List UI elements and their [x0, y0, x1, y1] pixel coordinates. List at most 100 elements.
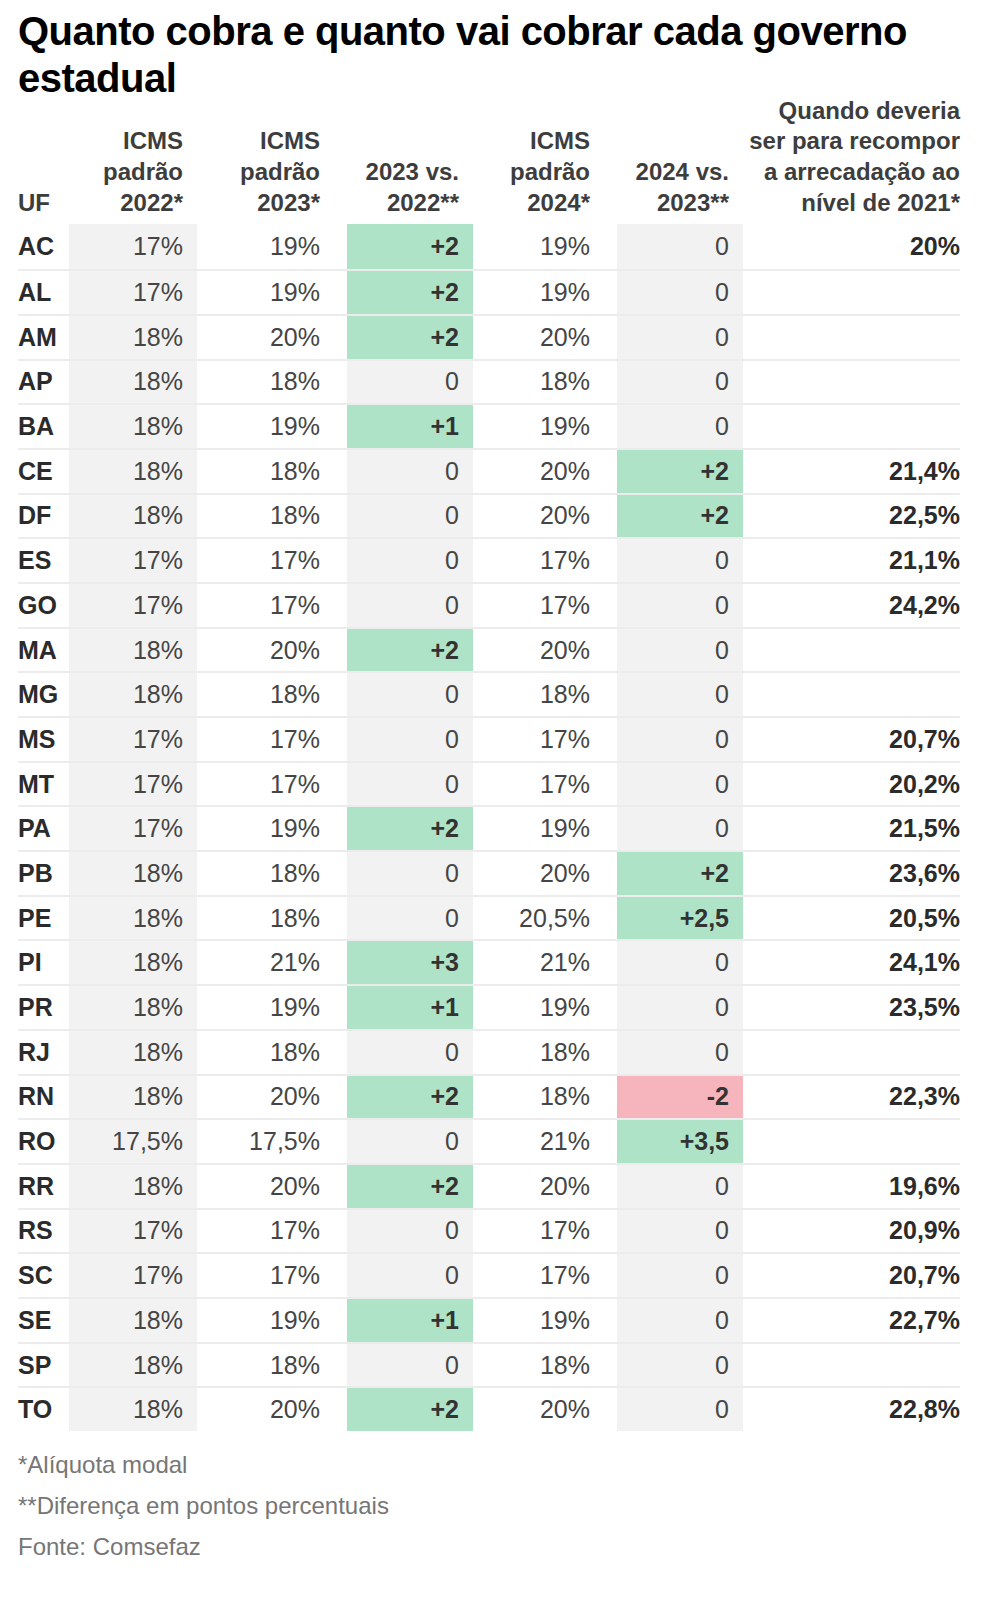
- icms-2024-cell: 20%: [473, 316, 617, 359]
- column-header-diff-2024: 2024 vs. 2023**: [617, 157, 743, 224]
- icms-2023-cell: 18%: [197, 450, 347, 493]
- footnote-aliquota: *Alíquota modal: [18, 1453, 960, 1477]
- icms-2024-cell: 20%: [473, 629, 617, 672]
- uf-cell: GO: [18, 584, 69, 627]
- icms-2024-cell: 19%: [473, 807, 617, 850]
- recompose-cell: 22,5%: [743, 495, 960, 538]
- uf-cell: MT: [18, 763, 69, 806]
- icms-2023-cell: 20%: [197, 316, 347, 359]
- diff-2024-cell: 0: [617, 673, 743, 716]
- table-row: MA18%20%+220%0: [18, 627, 960, 672]
- icms-2022-cell: 17,5%: [69, 1120, 197, 1163]
- uf-cell: CE: [18, 450, 69, 493]
- icms-2024-cell: 20%: [473, 1165, 617, 1208]
- recompose-cell: [743, 271, 960, 314]
- recompose-cell: [743, 1120, 960, 1163]
- diff-2023-cell: 0: [347, 539, 473, 582]
- uf-cell: AP: [18, 361, 69, 404]
- icms-2023-cell: 18%: [197, 495, 347, 538]
- recompose-cell: 23,5%: [743, 986, 960, 1029]
- table-row: SE18%19%+119%022,7%: [18, 1297, 960, 1342]
- diff-2024-cell: +2: [617, 495, 743, 538]
- icms-2023-cell: 20%: [197, 1076, 347, 1119]
- icms-2023-cell: 18%: [197, 361, 347, 404]
- recompose-cell: 20,5%: [743, 897, 960, 940]
- recompose-cell: 22,8%: [743, 1388, 960, 1431]
- table-row: AP18%18%018%0: [18, 359, 960, 404]
- recompose-cell: 24,1%: [743, 941, 960, 984]
- icms-2023-cell: 19%: [197, 405, 347, 448]
- icms-2024-cell: 19%: [473, 986, 617, 1029]
- diff-2024-cell: 0: [617, 271, 743, 314]
- recompose-cell: 20,7%: [743, 1254, 960, 1297]
- diff-2024-cell: 0: [617, 1254, 743, 1297]
- icms-2022-cell: 18%: [69, 450, 197, 493]
- icms-2024-cell: 20%: [473, 852, 617, 895]
- recompose-cell: [743, 405, 960, 448]
- diff-2024-cell: 0: [617, 224, 743, 269]
- diff-2024-cell: 0: [617, 941, 743, 984]
- table-body: AC17%19%+219%020%AL17%19%+219%0AM18%20%+…: [18, 224, 960, 1431]
- recompose-cell: [743, 361, 960, 404]
- diff-2024-cell: 0: [617, 1165, 743, 1208]
- icms-2022-cell: 17%: [69, 271, 197, 314]
- recompose-cell: [743, 316, 960, 359]
- table-row: RR18%20%+220%019,6%: [18, 1163, 960, 1208]
- uf-cell: AM: [18, 316, 69, 359]
- table-row: PR18%19%+119%023,5%: [18, 984, 960, 1029]
- diff-2023-cell: +3: [347, 941, 473, 984]
- recompose-cell: 21,4%: [743, 450, 960, 493]
- recompose-cell: 19,6%: [743, 1165, 960, 1208]
- uf-cell: RO: [18, 1120, 69, 1163]
- icms-2024-cell: 18%: [473, 1344, 617, 1387]
- icms-2023-cell: 20%: [197, 1388, 347, 1431]
- icms-2023-cell: 18%: [197, 852, 347, 895]
- icms-2023-cell: 17%: [197, 1254, 347, 1297]
- recompose-cell: 23,6%: [743, 852, 960, 895]
- diff-2023-cell: 0: [347, 1210, 473, 1253]
- icms-2024-cell: 20%: [473, 495, 617, 538]
- table-row: MG18%18%018%0: [18, 671, 960, 716]
- icms-2023-cell: 19%: [197, 1299, 347, 1342]
- icms-2024-cell: 17%: [473, 539, 617, 582]
- icms-2022-cell: 17%: [69, 539, 197, 582]
- column-header-icms-2023: ICMS padrão 2023*: [197, 126, 347, 224]
- footnotes: *Alíquota modal **Diferença em pontos pe…: [18, 1453, 960, 1559]
- icms-2022-cell: 17%: [69, 1210, 197, 1253]
- source-credit: Fonte: Comsefaz: [18, 1535, 960, 1559]
- diff-2023-cell: +2: [347, 1076, 473, 1119]
- icms-2023-cell: 17%: [197, 718, 347, 761]
- icms-2022-cell: 18%: [69, 1388, 197, 1431]
- diff-2024-cell: 0: [617, 718, 743, 761]
- diff-2023-cell: 0: [347, 361, 473, 404]
- icms-2022-cell: 18%: [69, 361, 197, 404]
- uf-cell: RN: [18, 1076, 69, 1119]
- diff-2023-cell: 0: [347, 852, 473, 895]
- icms-2024-cell: 18%: [473, 361, 617, 404]
- recompose-cell: 24,2%: [743, 584, 960, 627]
- icms-2022-cell: 18%: [69, 1076, 197, 1119]
- icms-2023-cell: 19%: [197, 807, 347, 850]
- diff-2024-cell: 0: [617, 1210, 743, 1253]
- uf-cell: MS: [18, 718, 69, 761]
- icms-2022-cell: 17%: [69, 807, 197, 850]
- diff-2023-cell: +2: [347, 271, 473, 314]
- icms-2022-cell: 18%: [69, 986, 197, 1029]
- uf-cell: PR: [18, 986, 69, 1029]
- diff-2023-cell: 0: [347, 763, 473, 806]
- uf-cell: AC: [18, 224, 69, 269]
- icms-2024-cell: 17%: [473, 584, 617, 627]
- uf-cell: PB: [18, 852, 69, 895]
- uf-cell: SE: [18, 1299, 69, 1342]
- table-row: RJ18%18%018%0: [18, 1029, 960, 1074]
- diff-2023-cell: 0: [347, 673, 473, 716]
- diff-2023-cell: +2: [347, 316, 473, 359]
- icms-2023-cell: 17%: [197, 584, 347, 627]
- icms-2023-cell: 18%: [197, 673, 347, 716]
- column-header-icms-2024: ICMS padrão 2024*: [473, 126, 617, 224]
- icms-2023-cell: 17,5%: [197, 1120, 347, 1163]
- icms-2022-cell: 18%: [69, 405, 197, 448]
- infographic-page: Quanto cobra e quanto vai cobrar cada go…: [0, 0, 984, 1603]
- diff-2024-cell: 0: [617, 807, 743, 850]
- uf-cell: AL: [18, 271, 69, 314]
